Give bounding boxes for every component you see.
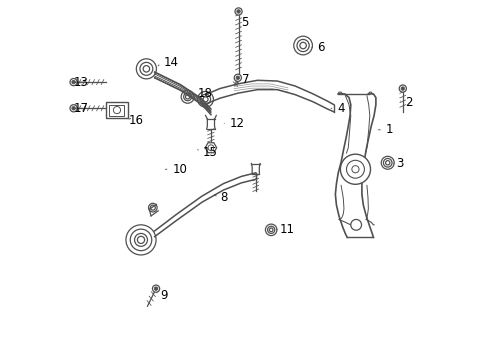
Text: 7: 7 bbox=[242, 73, 249, 86]
Text: 2: 2 bbox=[405, 96, 413, 109]
Circle shape bbox=[237, 10, 240, 13]
Text: 8: 8 bbox=[220, 192, 228, 204]
Polygon shape bbox=[205, 143, 217, 153]
Circle shape bbox=[72, 80, 75, 84]
Text: 15: 15 bbox=[203, 145, 218, 158]
Circle shape bbox=[234, 74, 242, 81]
Circle shape bbox=[152, 285, 160, 292]
Circle shape bbox=[154, 287, 158, 291]
Text: 18: 18 bbox=[197, 87, 212, 100]
Text: 1: 1 bbox=[386, 123, 393, 136]
FancyBboxPatch shape bbox=[106, 102, 128, 118]
Circle shape bbox=[70, 78, 77, 86]
Circle shape bbox=[401, 87, 405, 90]
Text: 10: 10 bbox=[172, 163, 187, 176]
Circle shape bbox=[341, 154, 370, 184]
Text: 16: 16 bbox=[129, 114, 144, 127]
Text: 4: 4 bbox=[337, 102, 344, 115]
Text: 14: 14 bbox=[163, 56, 178, 69]
Text: 3: 3 bbox=[396, 157, 404, 170]
Circle shape bbox=[70, 105, 77, 112]
Text: 9: 9 bbox=[160, 289, 168, 302]
Text: 12: 12 bbox=[230, 117, 245, 130]
Circle shape bbox=[72, 107, 75, 110]
Circle shape bbox=[235, 8, 242, 15]
Circle shape bbox=[399, 85, 406, 92]
Text: 6: 6 bbox=[318, 41, 325, 54]
Circle shape bbox=[351, 220, 362, 230]
Circle shape bbox=[236, 76, 240, 80]
Text: 17: 17 bbox=[74, 102, 89, 115]
Text: 5: 5 bbox=[242, 17, 249, 30]
Text: 13: 13 bbox=[74, 76, 89, 89]
Text: 11: 11 bbox=[280, 223, 295, 236]
